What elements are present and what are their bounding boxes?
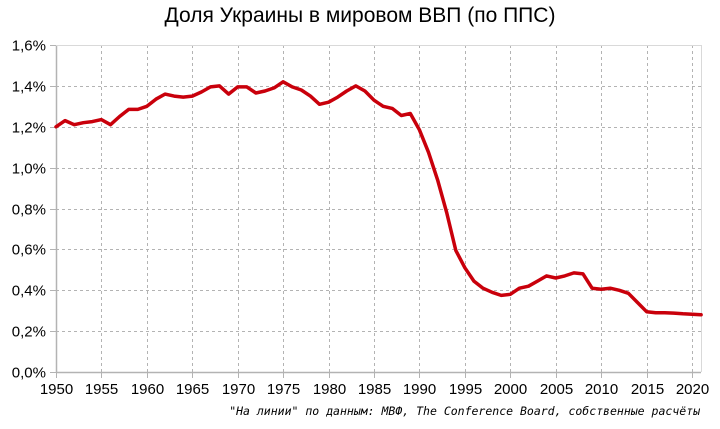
source-note: "На линии" по данным: МВФ, The Conferenc… — [229, 404, 700, 418]
x-tick-label: 1990 — [403, 381, 436, 398]
y-tick-label: 0,0% — [12, 365, 46, 382]
x-tick-label: 1975 — [267, 381, 300, 398]
x-tick-label: 2020 — [676, 381, 709, 398]
x-tick-label: 1955 — [85, 381, 118, 398]
y-tick-label: 0,6% — [12, 242, 46, 259]
x-tick-label: 1980 — [313, 381, 346, 398]
axes — [50, 45, 702, 378]
x-tick-label: 1965 — [176, 381, 209, 398]
y-tick-label: 0,4% — [12, 283, 46, 300]
x-tick-label: 1960 — [131, 381, 164, 398]
y-tick-label: 1,2% — [12, 120, 46, 137]
chart-title: Доля Украины в мировом ВВП (по ППС) — [164, 4, 556, 27]
y-axis-tick-labels: 0,0% 0,2% 0,4% 0,6% 0,8% 1,0% 1,2% 1,4% 1,6% — [12, 38, 46, 382]
x-tick-label: 2010 — [585, 381, 618, 398]
x-tick-label: 2015 — [631, 381, 664, 398]
x-tick-label: 2000 — [494, 381, 527, 398]
x-tick-label: 2005 — [540, 381, 573, 398]
x-tick-label: 1995 — [449, 381, 482, 398]
y-tick-label: 0,8% — [12, 202, 46, 219]
y-tick-label: 0,2% — [12, 324, 46, 341]
y-tick-label: 1,6% — [12, 38, 46, 55]
x-tick-label: 1985 — [358, 381, 391, 398]
y-tick-label: 1,0% — [12, 161, 46, 178]
y-tick-label: 1,4% — [12, 79, 46, 96]
x-axis-tick-labels: 1950 1955 1960 1965 1970 1975 1980 1985 1990 1995… — [40, 381, 709, 398]
grid-lines — [56, 45, 701, 372]
data-series-line — [54, 80, 703, 317]
x-tick-label: 1970 — [222, 381, 255, 398]
x-tick-label: 1950 — [40, 381, 73, 398]
